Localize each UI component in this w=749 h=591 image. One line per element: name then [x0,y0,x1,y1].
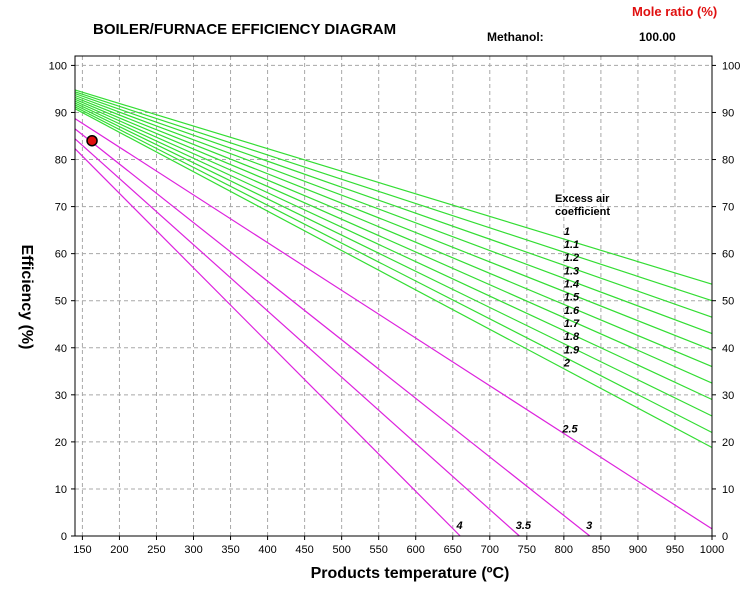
y-tick-label-left: 100 [49,60,67,72]
mole-ratio-header: Mole ratio (%) [632,4,718,19]
grid-layer [75,56,713,536]
series-line-1-7 [74,102,713,401]
series-line-1-5 [74,98,713,368]
x-tick-label: 400 [258,544,276,556]
y-tick-label-left: 10 [55,484,67,496]
x-tick-label: 150 [73,544,91,556]
x-tick-label: 600 [407,544,425,556]
series-layer [74,89,713,537]
x-axis-label: Products temperature (ºC) [310,565,510,582]
series-line-1-9 [74,106,713,434]
y-tick-label-left: 0 [61,531,67,543]
x-tick-label: 350 [221,544,239,556]
x-tick-label: 450 [295,544,313,556]
y-tick-label-left: 90 [55,107,67,119]
y-tick-label-right: 10 [722,484,734,496]
x-tick-label: 500 [332,544,350,556]
annotation-line: coefficient [555,206,610,218]
x-tick-label: 1000 [700,544,724,556]
y-tick-label-right: 20 [722,437,734,449]
x-tick-label: 650 [444,544,462,556]
y-tick-label-right: 100 [722,60,740,72]
y-tick-label-right: 40 [722,343,734,355]
y-tick-label-right: 0 [722,531,728,543]
series-label: 1.1 [564,239,579,251]
y-tick-label-left: 30 [55,390,67,402]
series-line-1-4 [74,96,713,351]
series-label: 1.3 [564,265,579,277]
series-line-1-3 [74,94,713,335]
fuel-label: Methanol: [487,30,544,44]
y-tick-label-right: 80 [722,155,734,167]
series-label: 2.5 [561,423,578,435]
annotation-line: Excess air [555,193,610,205]
series-line-1-1 [74,91,713,302]
y-tick-label-right: 90 [722,107,734,119]
x-tick-label: 250 [147,544,165,556]
series-label: 3.5 [516,520,532,532]
x-tick-label: 900 [629,544,647,556]
series-label: 1.4 [564,279,579,291]
series-line-4 [74,148,461,537]
series-label: 2 [563,358,570,370]
series-line-1-6 [74,100,713,384]
series-line-3-5 [74,138,520,537]
x-tick-label: 200 [110,544,128,556]
chart-title: BOILER/FURNACE EFFICIENCY DIAGRAM [93,21,397,38]
operating-point-marker [86,134,98,147]
series-label: 1.6 [564,305,580,317]
x-tick-label: 550 [370,544,388,556]
series-label: 4 [455,520,462,532]
y-tick-label-left: 50 [55,296,67,308]
series-label: 1.5 [564,292,580,304]
x-tick-label: 950 [666,544,684,556]
y-tick-label-right: 50 [722,296,734,308]
y-tick-label-right: 60 [722,249,734,261]
series-line-1-8 [74,104,713,417]
fuel-ratio-value: 100.00 [639,30,676,44]
x-tick-label: 300 [184,544,202,556]
series-line-1 [74,89,713,285]
y-tick-label-left: 70 [55,202,67,214]
y-tick-label-left: 40 [55,343,67,355]
y-tick-label-left: 80 [55,155,67,167]
y-tick-label-right: 70 [722,202,734,214]
x-tick-label: 850 [592,544,610,556]
series-label: 3 [586,520,592,532]
series-label: 1.8 [564,331,580,343]
series-label: 1.9 [564,344,580,356]
marker-layer [86,134,98,147]
plot-frame [74,55,713,537]
y-tick-label-left: 60 [55,249,67,261]
series-line-3 [74,128,591,537]
axis-layer: 150 200 250 300 350 400 450 500 550 600 650 700 750 8… [49,60,741,556]
y-tick-label-right: 30 [722,390,734,402]
series-line-1-2 [74,93,713,318]
series-label: 1.2 [564,252,579,264]
series-line-2 [74,108,713,449]
x-tick-label: 700 [481,544,499,556]
x-tick-label: 750 [518,544,536,556]
series-line-2-5 [74,118,713,530]
series-label: 1.7 [564,318,580,330]
y-tick-label-left: 20 [55,437,67,449]
x-tick-label: 800 [555,544,573,556]
label-layer: 11.11.21.3 1.41.51.61.71.81.9 2 2.5 3 3.5 4 Exc… [455,193,610,532]
series-label: 1 [564,226,570,238]
